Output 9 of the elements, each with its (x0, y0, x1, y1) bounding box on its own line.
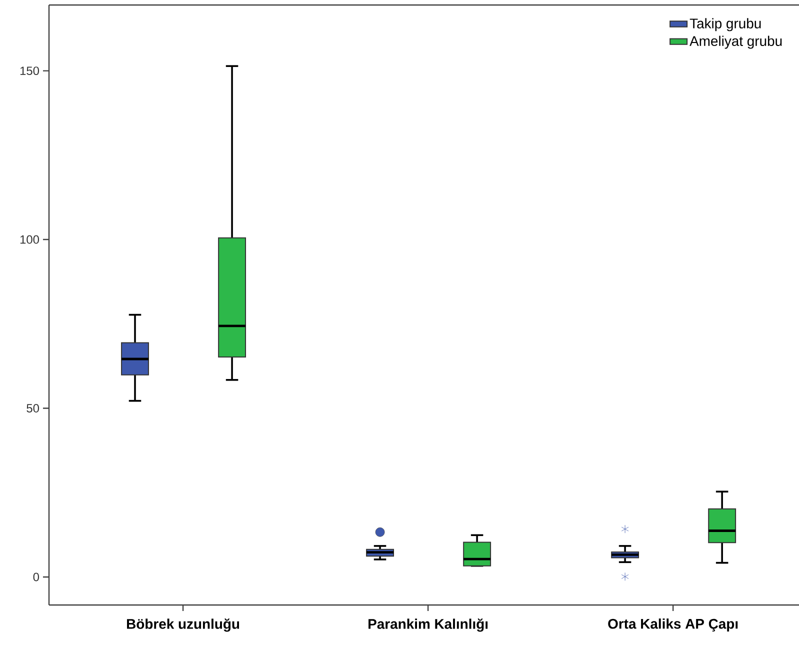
x-tick-label: Parankim Kalınlığı (368, 618, 488, 632)
x-tick-label: Böbrek uzunluğu (127, 618, 240, 632)
x-tick-label: Orta Kaliks AP Çapı (608, 618, 738, 632)
y-tick-label: 100 (20, 235, 40, 244)
y-tick-label: 50 (26, 404, 40, 412)
y-tick-label: 0 (33, 572, 40, 582)
legend-label: Ameliyat grubu (690, 36, 782, 49)
legend-label: Takip grubu (690, 18, 761, 32)
y-tick-label: 150 (20, 66, 40, 76)
